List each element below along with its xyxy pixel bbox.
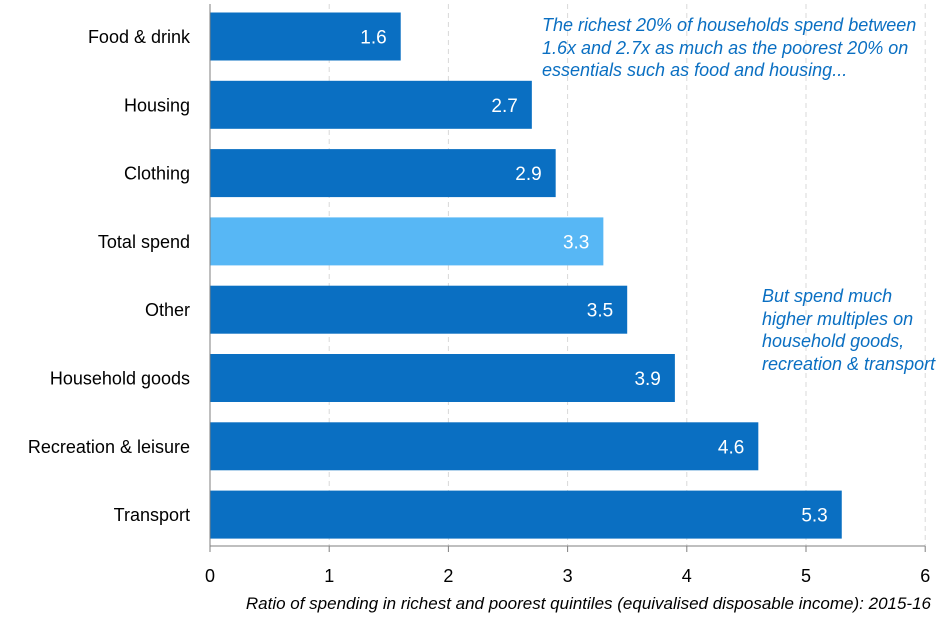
value-label: 2.9 xyxy=(515,164,541,185)
value-label: 3.3 xyxy=(563,232,589,253)
x-tick-label: 1 xyxy=(324,566,334,586)
bar xyxy=(210,354,675,402)
value-label: 5.3 xyxy=(801,506,827,527)
x-tick-label: 5 xyxy=(801,566,811,586)
category-label: Household goods xyxy=(50,369,190,389)
x-tick-label: 4 xyxy=(682,566,692,586)
value-label: 2.7 xyxy=(491,96,517,117)
bars xyxy=(210,12,842,539)
category-label: Housing xyxy=(124,95,190,115)
bar xyxy=(210,217,604,266)
category-label: Total spend xyxy=(98,232,190,252)
x-axis: 0 1 2 3 4 5 6 xyxy=(205,4,930,586)
value-label: 3.9 xyxy=(634,369,660,390)
category-labels: Food & drink Housing Clothing Total spend Ot… xyxy=(28,27,191,525)
category-label: Recreation & leisure xyxy=(28,437,190,457)
value-label: 1.6 xyxy=(360,28,386,49)
value-label: 4.6 xyxy=(718,437,744,458)
category-label: Other xyxy=(145,300,190,320)
value-labels: 1.6 2.7 2.9 3.3 3.5 3.9 4.6 5.3 xyxy=(360,28,827,527)
x-tick-label: 3 xyxy=(563,566,573,586)
annotation-essentials: The richest 20% of households spend betw… xyxy=(542,15,917,80)
annotation-higher-multiples: But spend much higher multiples on house… xyxy=(762,286,936,374)
x-tick-label: 0 xyxy=(205,566,215,586)
bar xyxy=(210,422,759,471)
bar xyxy=(210,285,628,334)
bar xyxy=(210,80,532,129)
bar xyxy=(210,490,842,539)
category-label: Food & drink xyxy=(88,27,191,47)
category-label: Clothing xyxy=(124,164,190,184)
category-label: Transport xyxy=(114,505,190,525)
x-axis-title: Ratio of spending in richest and poorest… xyxy=(245,594,931,613)
x-tick-label: 2 xyxy=(443,566,453,586)
x-tick-label: 6 xyxy=(920,566,930,586)
value-label: 3.5 xyxy=(587,301,613,322)
bar xyxy=(210,149,556,198)
bar xyxy=(210,12,401,61)
